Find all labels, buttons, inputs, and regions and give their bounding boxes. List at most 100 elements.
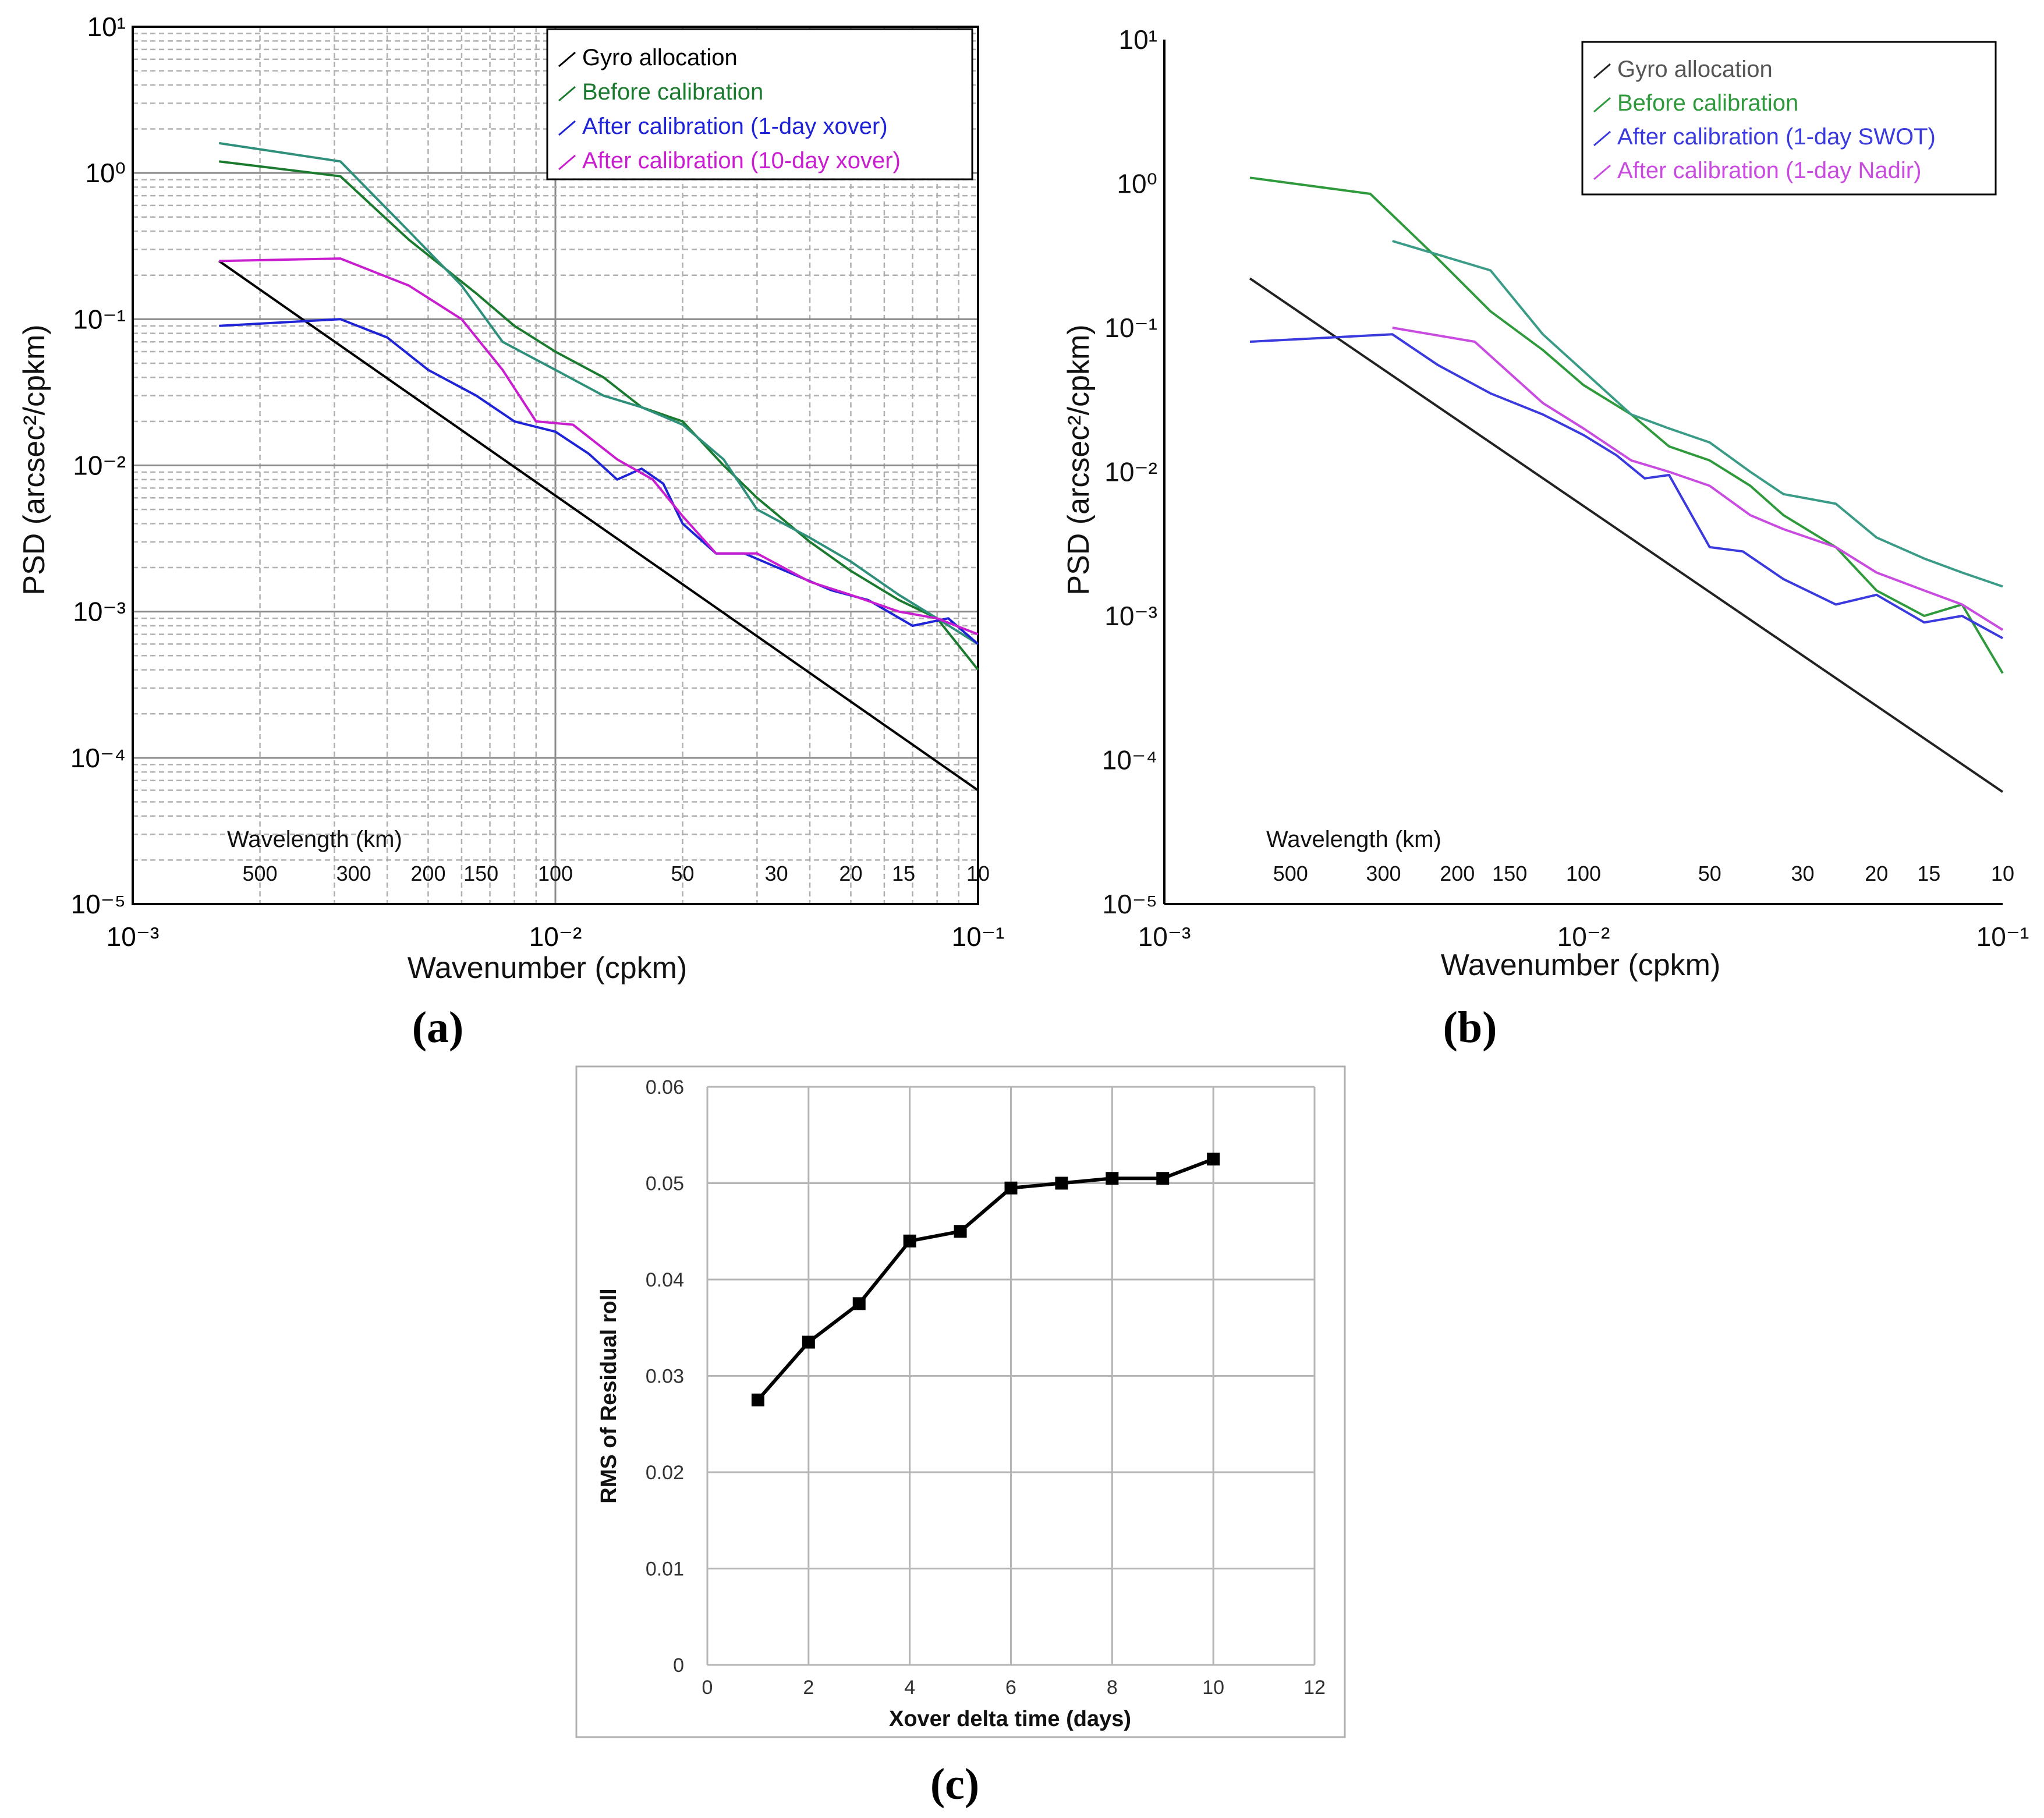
panel-a-legend-box [546,28,973,180]
data-point-marker [903,1234,916,1248]
wavelength-tick-label: 100 [1566,862,1601,885]
x-tick-label: 4 [904,1677,915,1699]
panel-c-series [751,1153,1220,1406]
wavelength-tick-label: 30 [765,862,788,885]
x-tick-label: 12 [1303,1677,1326,1699]
panel-c-tick-labels: 0 2 4 6 8 10 12 0 0.01 0.02 0.03 0.04 0.05 0.06 [646,1076,1326,1699]
wavelength-tick-label: 15 [1917,862,1940,885]
panel-b-wavelength-ticks: 500 300 200 150 100 50 30 20 15 10 [1273,862,2014,885]
data-point-marker [1055,1176,1068,1190]
y-tick-label: 0 [673,1654,684,1677]
panel-b-legend-box [1581,41,1997,196]
data-point-marker [1004,1181,1018,1195]
wavelength-tick-label: 200 [1440,862,1475,885]
y-tick-label: 0.03 [646,1366,684,1388]
wavelength-tick-label: 150 [1492,862,1527,885]
panel-b-series [1249,176,2004,793]
legend-label: Gyro allocation [1617,56,1773,82]
x-tick-label: 10⁻² [529,922,582,952]
legend-label: After calibration (1-day Nadir) [1617,158,1921,183]
wavelength-tick-label: 100 [538,862,573,885]
y-tick-label: 0.01 [646,1558,684,1580]
wavelength-tick-label: 30 [1791,862,1814,885]
series-line [1249,333,2003,640]
legend-label: After calibration (1-day xover) [582,114,888,139]
series-line [1249,176,2004,674]
x-tick-label: 2 [803,1677,814,1699]
legend-swatch [558,120,576,136]
y-tick-label: 10⁻² [73,451,126,481]
wavelength-tick-label: 10 [1991,862,2014,885]
panel-c-outer-frame [575,1065,1346,1738]
x-tick-label: 8 [1107,1677,1118,1699]
series-line [1392,240,2003,588]
legend-swatch [558,86,576,102]
data-point-marker [751,1393,764,1406]
data-point-marker [802,1335,815,1349]
panel-b-legend: Gyro allocation Before calibration After c… [1581,41,1997,196]
legend-swatch [1593,97,1611,113]
series-line [218,141,979,646]
data-point-marker [954,1225,967,1238]
y-tick-label: 10⁻² [1104,457,1157,487]
legend-label: After calibration (10-day xover) [582,148,901,173]
panel-a-frame [132,26,979,905]
panel-b-ylabel: PSD (arcsec²/cpkm) [1062,324,1096,595]
legend-swatch [1593,63,1611,79]
y-tick-label: 10⁻⁴ [1102,745,1157,775]
series-line [1249,277,2004,793]
panel-c-label: (c) [930,1760,979,1809]
panel-a-series [218,141,979,792]
x-tick-label: 10⁻³ [107,922,160,952]
y-tick-label: 0.05 [646,1173,684,1195]
y-tick-label: 0.04 [646,1269,684,1291]
wavelength-tick-label: 15 [892,862,915,885]
wavelength-tick-label: 200 [410,862,445,885]
panel-c: 0 2 4 6 8 10 12 0 0.01 0.02 0.03 0.04 0.05 0.06 Xover… [575,1065,1346,1809]
series-line [219,257,979,636]
data-point-marker [1106,1172,1119,1185]
panel-b-axes-lines [1163,40,2003,905]
panel-b-wavelength-title: Wavelength (km) [1266,827,1441,852]
legend-label: Before calibration [582,79,763,105]
panel-a: 10⁻³ 10⁻² 10⁻¹ 10⁻⁵ 10⁻⁴ 10⁻³ 10⁻² 10⁻¹ 10⁰ 10¹ W… [17,12,1004,1052]
y-tick-label: 10¹ [1119,24,1157,55]
panel-a-wavelength-ticks: 500 300 200 150 100 50 30 20 15 10 [243,862,990,885]
series-line [219,318,979,645]
x-tick-label: 10⁻³ [1138,922,1191,952]
wavelength-tick-label: 50 [1698,862,1721,885]
y-tick-label: 10¹ [87,12,126,42]
y-tick-label: 0.02 [646,1462,684,1484]
x-tick-label: 0 [702,1677,713,1699]
wavelength-tick-label: 50 [671,862,695,885]
x-tick-label: 10 [1202,1677,1224,1699]
y-tick-label: 10⁻⁵ [1102,889,1157,919]
legend-swatch [558,51,576,68]
panel-a-wavelength-title: Wavelength (km) [227,827,402,852]
legend-label: After calibration (1-day SWOT) [1617,124,1936,150]
data-point-marker [1156,1172,1170,1185]
wavelength-tick-label: 20 [1865,862,1888,885]
y-tick-label: 10⁻¹ [73,304,126,334]
wavelength-tick-label: 500 [1273,862,1308,885]
y-tick-label: 10⁻¹ [1104,313,1157,343]
x-tick-label: 10⁻² [1557,922,1610,952]
wavelength-tick-label: 10 [966,862,990,885]
panel-c-xlabel: Xover delta time (days) [889,1707,1131,1731]
series-line [218,160,979,671]
panel-b-xlabel: Wavenumber (cpkm) [1441,948,1721,982]
panel-b-tick-labels: 10⁻³ 10⁻² 10⁻¹ 10⁻⁵ 10⁻⁴ 10⁻³ 10⁻² 10⁻¹ 10⁰ 10¹ [1102,24,2029,952]
legend-swatch [1593,130,1611,147]
data-point-marker [852,1297,866,1310]
series-line [1392,327,2004,631]
y-tick-label: 0.06 [646,1076,684,1098]
x-tick-label: 6 [1005,1677,1016,1699]
y-tick-label: 10⁰ [1117,169,1157,199]
data-point-marker [1207,1153,1220,1166]
wavelength-tick-label: 300 [1366,862,1401,885]
y-tick-label: 10⁻³ [1104,601,1157,631]
panel-b: 10⁻³ 10⁻² 10⁻¹ 10⁻⁵ 10⁻⁴ 10⁻³ 10⁻² 10⁻¹ 10⁰ 10¹ W… [1062,24,2029,1052]
y-tick-label: 10⁻³ [73,597,126,627]
panel-a-label: (a) [412,1003,464,1052]
